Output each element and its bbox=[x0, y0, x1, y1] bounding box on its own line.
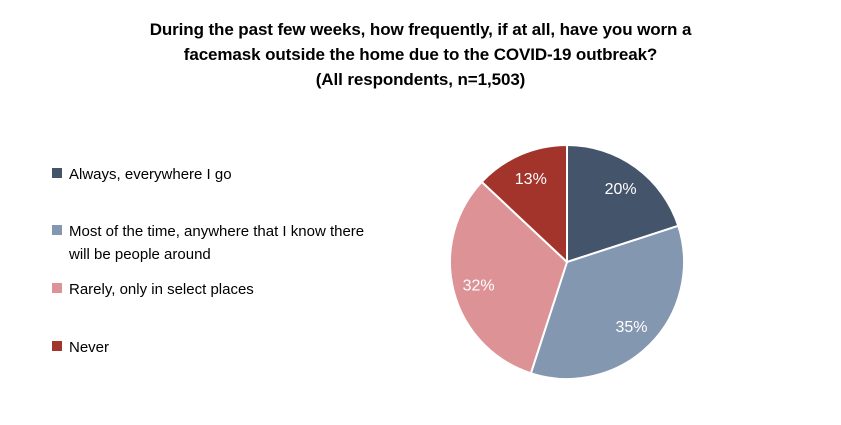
legend-swatch-rarely bbox=[52, 283, 62, 293]
pie-slice-data-label: 20% bbox=[605, 181, 637, 198]
legend-item-most-of-the-time: Most of the time, anywhere that I know t… bbox=[52, 220, 374, 266]
pie-slice bbox=[480, 144, 568, 263]
legend-label-never: Never bbox=[69, 339, 110, 356]
legend-label-rarely: Rarely, only in select places bbox=[69, 281, 254, 298]
chart-title-line-1: During the past few weeks, how frequentl… bbox=[149, 20, 692, 39]
pie-chart: 20% 35% 32% 13% bbox=[449, 144, 685, 380]
pie-slice-data-label: 13% bbox=[515, 171, 547, 188]
pie-slice bbox=[529, 224, 685, 380]
pie-slice bbox=[449, 180, 568, 375]
legend-swatch-most-of-the-time bbox=[52, 225, 62, 235]
chart-title: During the past few weeks, how frequentl… bbox=[0, 17, 841, 92]
legend-item-rarely: Rarely, only in select places bbox=[52, 278, 254, 301]
legend-swatch-never bbox=[52, 341, 62, 351]
legend-swatch-always bbox=[52, 168, 62, 178]
legend-item-always: Always, everywhere I go bbox=[52, 163, 232, 186]
legend-item-never: Never bbox=[52, 336, 109, 359]
chart-title-line-2: facemask outside the home due to the COV… bbox=[183, 45, 658, 64]
pie-slice-data-label: 35% bbox=[615, 319, 647, 336]
pie-slice bbox=[566, 144, 680, 263]
legend-label-always: Always, everywhere I go bbox=[69, 166, 232, 183]
pie-slice-data-label: 32% bbox=[463, 277, 495, 294]
legend-label-most-of-the-time: Most of the time, anywhere that I know t… bbox=[69, 223, 365, 263]
chart-title-line-3: (All respondents, n=1,503) bbox=[315, 70, 526, 89]
